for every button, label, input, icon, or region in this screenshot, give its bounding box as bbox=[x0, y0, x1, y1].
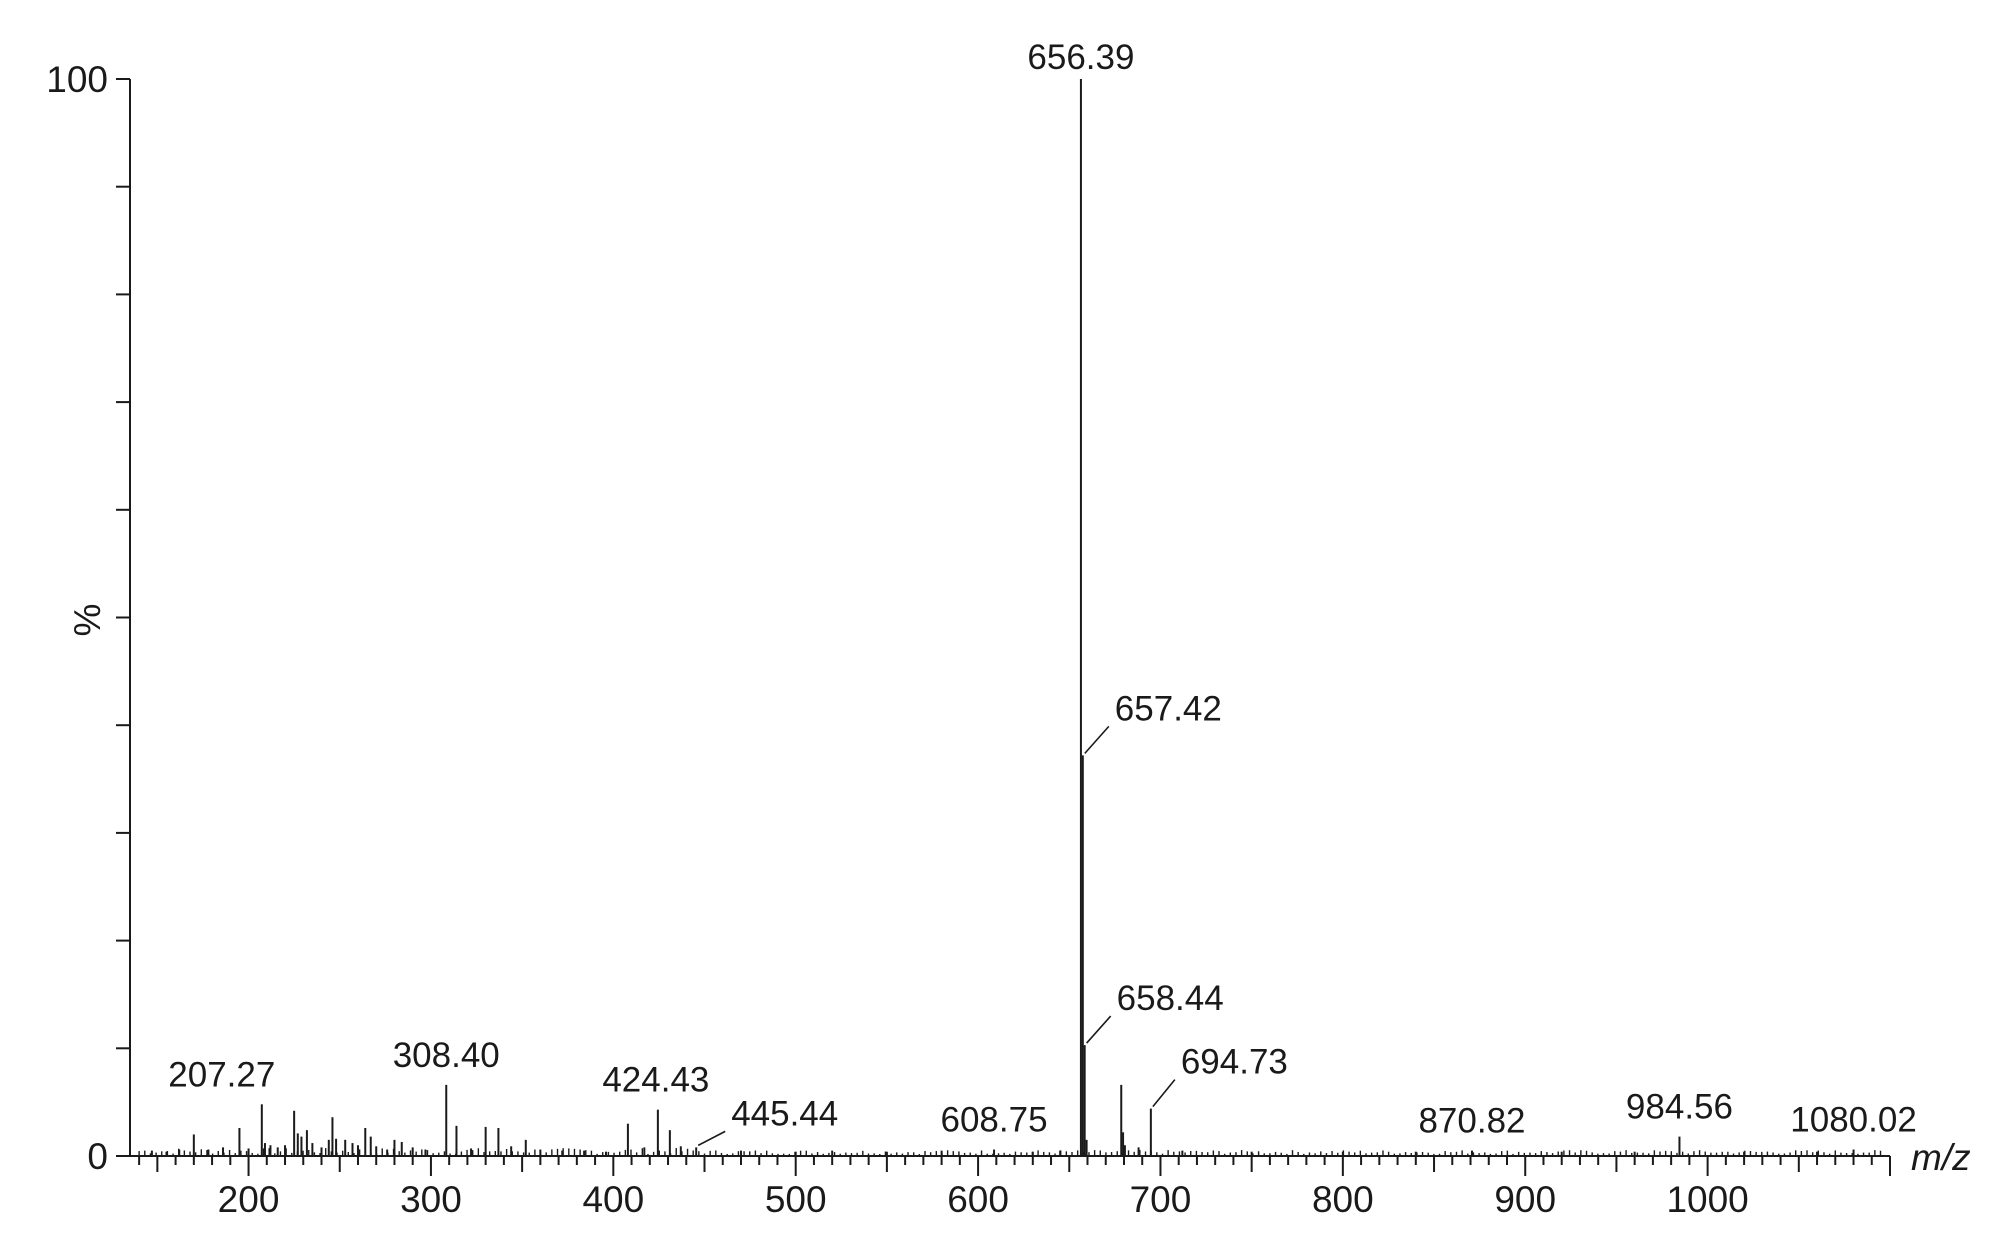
leader-445-44 bbox=[697, 1130, 726, 1147]
peak-label-694-73: 694.73 bbox=[1181, 1043, 1288, 1082]
x-tick-label-400: 400 bbox=[582, 1179, 644, 1220]
peak-label-207-27: 207.27 bbox=[168, 1055, 275, 1094]
x-tick-label-700: 700 bbox=[1130, 1179, 1192, 1220]
x-tick-label-600: 600 bbox=[947, 1179, 1009, 1220]
peak-labels: 656.39 657.42 658.44 694.73 207.27 308.40 424.… bbox=[168, 38, 1917, 1147]
peak-label-984-56: 984.56 bbox=[1626, 1088, 1733, 1127]
peak-label-308-4: 308.40 bbox=[393, 1036, 500, 1075]
x-ticks: 200 300 400 500 600 700 800 900 1000 bbox=[138, 1156, 1891, 1220]
x-tick-label-1000: 1000 bbox=[1666, 1179, 1748, 1220]
x-tick-label-200: 200 bbox=[218, 1179, 280, 1220]
peak-label-870-82: 870.82 bbox=[1418, 1102, 1525, 1141]
baseline-noise bbox=[138, 1148, 1882, 1156]
leader-694-73 bbox=[1152, 1079, 1176, 1108]
peak-label-657-42: 657.42 bbox=[1115, 689, 1222, 728]
x-tick-label-300: 300 bbox=[400, 1179, 462, 1220]
peak-label-424-43: 424.43 bbox=[602, 1061, 709, 1100]
leader-658-44 bbox=[1086, 1015, 1112, 1044]
x-tick-label-500: 500 bbox=[765, 1179, 827, 1220]
peak-label-445-44: 445.44 bbox=[731, 1094, 838, 1133]
leader-657-42 bbox=[1084, 725, 1110, 754]
y-tick-label-0: 0 bbox=[87, 1136, 108, 1177]
x-tick-label-800: 800 bbox=[1312, 1179, 1374, 1220]
spectrum-peaks bbox=[150, 79, 1855, 1156]
y-tick-label-100: 100 bbox=[46, 59, 108, 100]
x-tick-label-900: 900 bbox=[1494, 1179, 1556, 1220]
y-ticks: 0 100 bbox=[46, 59, 130, 1177]
peak-label-656-39: 656.39 bbox=[1027, 38, 1134, 77]
peak-label-608-75: 608.75 bbox=[941, 1101, 1048, 1140]
y-axis-title: % bbox=[67, 604, 108, 637]
x-axis-title: m/z bbox=[1911, 1137, 1971, 1178]
peak-label-658-44: 658.44 bbox=[1117, 979, 1224, 1018]
peak-label-1080-02: 1080.02 bbox=[1790, 1101, 1917, 1140]
